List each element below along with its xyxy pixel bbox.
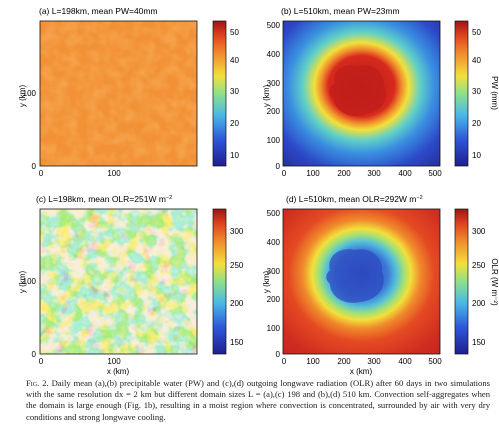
panel-a-cbar-tick-40: 40 (230, 56, 239, 65)
panel-d-cbar-tick-150: 150 (472, 338, 486, 347)
panel-a-cbar-tick-50: 50 (230, 28, 239, 37)
panel-c-xtick-0: 0 (39, 357, 44, 366)
panel-b: (b) L=510km, mean PW=23mm y (km) 500 400… (262, 6, 499, 178)
panel-b-cbar-tick-40: 40 (472, 56, 481, 65)
panel-d-colorbar: 300 250 200 150 OLR (W m⁻²) (454, 208, 499, 355)
panel-b-ytick-400: 400 (267, 50, 281, 59)
panel-d-cbar-tick-250: 250 (472, 261, 486, 270)
panel-a-title: (a) L=198km, mean PW=40mm (39, 6, 158, 16)
panel-c-cbar-tick-250: 250 (230, 261, 244, 270)
panel-b-cbar-label: PW (mm) (490, 76, 499, 110)
panel-b-xtick-300: 300 (367, 169, 381, 178)
panel-b-cbar-tick-50: 50 (472, 28, 481, 37)
panel-c-ytick-100: 100 (23, 277, 37, 286)
panel-d-cbar-tick-300: 300 (472, 227, 486, 236)
panel-a-texture (40, 21, 197, 166)
panel-b-ytick-300: 300 (267, 79, 281, 88)
panel-a-ytick-0: 0 (32, 162, 37, 171)
panel-a-xtick-0: 0 (39, 169, 44, 178)
panel-d-xtick-400: 400 (398, 357, 412, 366)
panel-b-ytick-500: 500 (267, 21, 281, 30)
panel-a: (a) L=198km, mean PW=40mm y (km) 100 0 0… (18, 6, 239, 178)
panel-c-texture (40, 209, 197, 354)
panel-a-cbar-tick-30: 30 (230, 87, 239, 96)
panel-c-cbar-tick-150: 150 (230, 338, 244, 347)
panel-c-title: (c) L=198km, mean OLR=251W m−2 (36, 194, 172, 204)
panel-b-xtick-200: 200 (337, 169, 351, 178)
figure-caption-label: Fig. 2. (26, 378, 49, 388)
panel-c-colorbar: 300 250 200 150 (212, 208, 244, 355)
panel-d-xlabel: x (km) (350, 367, 373, 376)
panel-b-cbar-tick-10: 10 (472, 151, 481, 160)
panel-b-cbar-tick-20: 20 (472, 119, 481, 128)
panel-d: (d) L=510km, mean OLR=292W m−2 y (km) 50… (262, 194, 499, 376)
panel-a-cbar-tick-10: 10 (230, 151, 239, 160)
panel-c-cbar-tick-300: 300 (230, 227, 244, 236)
panel-d-ylabel: y (km) (262, 271, 271, 294)
panel-c-xtick-100: 100 (107, 357, 121, 366)
panel-d-xtick-300: 300 (367, 357, 381, 366)
panel-b-xtick-500: 500 (428, 169, 442, 178)
panel-b-colorbar: 50 40 30 20 10 PW (mm) (454, 20, 499, 167)
panel-d-xtick-200: 200 (337, 357, 351, 366)
panel-b-ytick-100: 100 (267, 136, 281, 145)
panel-d-ytick-0: 0 (276, 350, 281, 359)
panel-b-xtick-0: 0 (282, 169, 287, 178)
panel-d-cbar-tick-200: 200 (472, 299, 486, 308)
panel-d-xtick-500: 500 (428, 357, 442, 366)
panel-d-convective-core (326, 249, 384, 303)
panel-a-ytick-100: 100 (23, 89, 37, 98)
panel-c: (c) L=198km, mean OLR=251W m−2 y (km) 10… (18, 194, 244, 376)
figure-caption-text: Daily mean (a),(b) precipitable water (P… (26, 378, 490, 422)
panel-b-ytick-0: 0 (276, 162, 281, 171)
panel-a-cbar-tick-20: 20 (230, 119, 239, 128)
panel-d-ytick-500: 500 (267, 209, 281, 218)
panel-b-ytick-200: 200 (267, 107, 281, 116)
panel-b-xtick-400: 400 (398, 169, 412, 178)
panel-d-cbar-label: OLR (W m⁻²) (490, 258, 499, 306)
panel-b-moist-core (329, 64, 386, 117)
panel-d-ytick-300: 300 (267, 267, 281, 276)
panel-d-ytick-400: 400 (267, 238, 281, 247)
panel-d-xtick-100: 100 (306, 357, 320, 366)
panel-c-cbar-tick-200: 200 (230, 299, 244, 308)
figure-panels: (a) L=198km, mean PW=40mm y (km) 100 0 0… (18, 6, 499, 376)
panel-a-xtick-100: 100 (107, 169, 121, 178)
panel-b-ylabel: y (km) (262, 85, 271, 108)
panel-c-xlabel: x (km) (107, 367, 130, 376)
figure-caption: Fig. 2. Daily mean (a),(b) precipitable … (26, 378, 490, 423)
panel-d-ytick-200: 200 (267, 295, 281, 304)
panel-c-ylabel: y (km) (18, 271, 27, 294)
panel-d-title: (d) L=510km, mean OLR=292W m−2 (286, 194, 423, 204)
panel-a-ylabel: y (km) (18, 85, 27, 108)
panel-c-ytick-0: 0 (32, 350, 37, 359)
panel-a-colorbar: 50 40 30 20 10 (212, 20, 239, 167)
panel-d-ytick-100: 100 (267, 324, 281, 333)
panel-b-xtick-100: 100 (306, 169, 320, 178)
panel-d-xtick-0: 0 (282, 357, 287, 366)
panel-b-title: (b) L=510km, mean PW=23mm (281, 6, 400, 16)
panel-b-cbar-tick-30: 30 (472, 87, 481, 96)
